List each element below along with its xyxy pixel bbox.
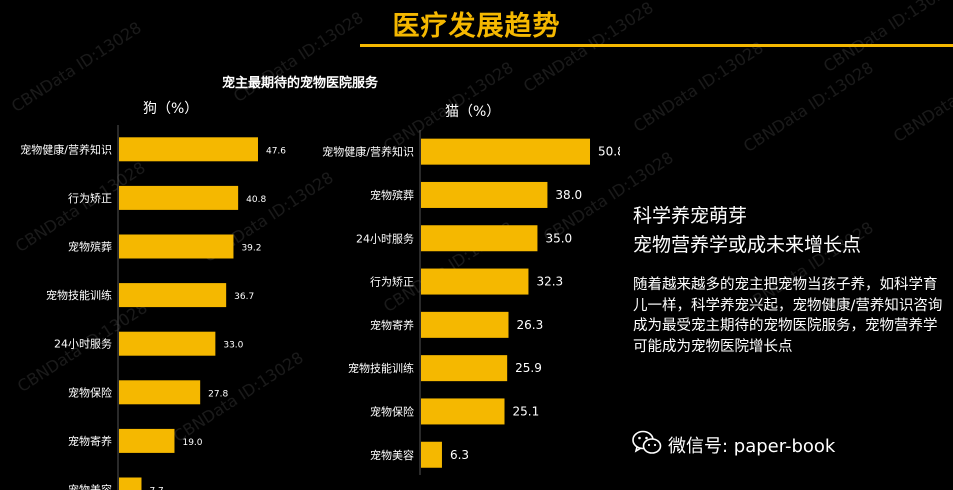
cat-panel-label: 猫（%） xyxy=(445,104,501,120)
bar xyxy=(119,380,201,405)
category-label: 宠物保险 xyxy=(370,404,414,418)
bar xyxy=(119,283,227,308)
bar xyxy=(421,181,548,208)
value-label: 26.3 xyxy=(516,318,543,332)
value-label: 40.8 xyxy=(246,195,266,205)
wechat-id: 微信号: paper-book xyxy=(668,436,836,457)
cat-bar-chart: 宠物健康/营养知识 50.8 宠物殡葬 38.0 24小时服务 35.0 行为矫正 32.3 宠… xyxy=(322,130,620,475)
bar xyxy=(421,398,505,425)
category-label: 宠物保险 xyxy=(68,385,112,399)
bar xyxy=(119,477,142,490)
bar xyxy=(119,185,239,210)
value-label: 7.7 xyxy=(149,487,163,490)
wechat-icon xyxy=(632,430,662,454)
category-label: 宠物寄养 xyxy=(370,318,414,332)
value-label: 35.0 xyxy=(545,231,572,245)
bar xyxy=(119,331,216,356)
category-label: 行为矫正 xyxy=(370,276,414,289)
value-label: 32.3 xyxy=(536,275,563,289)
page-title: 医疗发展趋势 xyxy=(392,11,561,42)
side-body-text: 随着越来越多的宠主把宠物当孩子养，如科学育儿一样，科学养宠兴起，宠物健康/营养知… xyxy=(633,277,943,355)
value-label: 47.6 xyxy=(266,146,286,156)
side-headline: 科学养宠萌芽 宠物营养学或成未来增长点 xyxy=(633,202,861,260)
category-label: 宠物技能训练 xyxy=(46,288,112,302)
bar xyxy=(421,311,509,338)
chart-title: 宠主最期待的宠物医院服务 xyxy=(222,76,379,91)
category-label: 行为矫正 xyxy=(68,192,112,205)
bar xyxy=(421,268,529,295)
dog-panel-label: 狗（%） xyxy=(143,101,199,117)
value-label: 33.0 xyxy=(223,341,243,351)
category-label: 宠物美容 xyxy=(68,483,112,490)
watermark-text: CBNData ID:13028 xyxy=(740,57,877,156)
category-label: 宠物殡葬 xyxy=(370,188,414,202)
value-label: 25.1 xyxy=(513,404,540,418)
value-label: 39.2 xyxy=(241,244,261,254)
value-label: 19.0 xyxy=(182,438,202,448)
headline-line-1: 科学养宠萌芽 xyxy=(633,205,748,227)
value-label: 6.3 xyxy=(450,448,469,462)
bar xyxy=(421,138,591,165)
bar xyxy=(119,428,175,453)
category-label: 24小时服务 xyxy=(54,338,112,351)
title-underline xyxy=(360,44,953,47)
value-label: 36.7 xyxy=(234,292,254,302)
bar xyxy=(421,355,508,382)
watermark-text: CBNData ID:13028 xyxy=(630,37,767,136)
bar xyxy=(421,225,538,252)
bar xyxy=(119,137,258,162)
value-label: 50.8 xyxy=(598,145,620,159)
value-label: 27.8 xyxy=(208,389,228,399)
value-label: 38.0 xyxy=(555,188,582,202)
headline-line-2: 宠物营养学或成未来增长点 xyxy=(633,234,862,256)
watermark-text: CBNData ID:13028 xyxy=(890,48,953,146)
category-label: 宠物健康/营养知识 xyxy=(20,142,112,156)
bar xyxy=(119,234,234,259)
category-label: 宠物美容 xyxy=(370,448,414,462)
category-label: 宠物技能训练 xyxy=(348,361,414,375)
bar xyxy=(421,441,442,468)
value-label: 25.9 xyxy=(515,361,542,375)
dog-bar-chart: 宠物健康/营养知识 47.6 行为矫正 40.8 宠物殡葬 39.2 宠物技能训练 36.7 2… xyxy=(20,125,286,490)
category-label: 宠物殡葬 xyxy=(68,240,112,254)
category-label: 宠物健康/营养知识 xyxy=(322,145,414,159)
category-label: 宠物寄养 xyxy=(68,434,112,448)
category-label: 24小时服务 xyxy=(356,232,414,245)
